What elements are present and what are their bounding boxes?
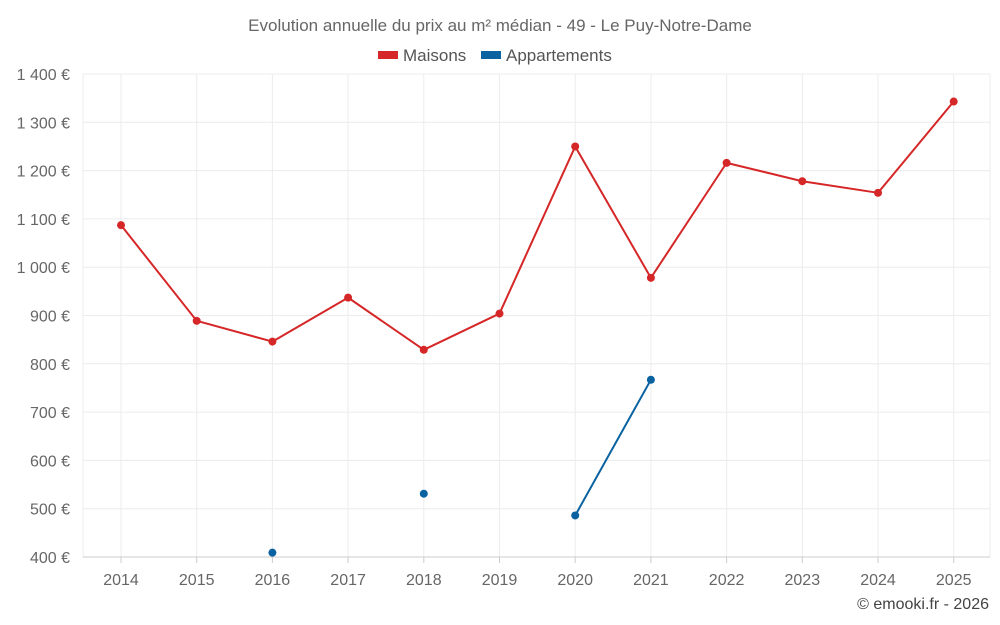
x-tick-label: 2021 bbox=[633, 572, 669, 589]
data-point[interactable] bbox=[419, 489, 428, 498]
series-segment bbox=[649, 161, 728, 279]
series-segment bbox=[725, 161, 804, 183]
y-axis-ticks: 400 € 500 € 600 € 700 € 800 € 900 € 1 000 € 1 1… bbox=[17, 67, 70, 567]
series bbox=[117, 97, 958, 557]
y-tick-label: 1 200 € bbox=[17, 164, 70, 181]
data-point[interactable] bbox=[646, 375, 655, 384]
y-tick-label: 1 400 € bbox=[17, 67, 70, 84]
x-tick-label: 2024 bbox=[860, 572, 896, 589]
y-tick-label: 1 300 € bbox=[17, 115, 70, 132]
series-segment bbox=[801, 180, 879, 194]
data-point[interactable] bbox=[192, 316, 201, 325]
x-axis-ticks: 2014 2015 2016 2017 2018 2019 2020 2021 2022 2023… bbox=[103, 557, 972, 589]
chart-title: Evolution annuelle du prix au m² médian … bbox=[248, 16, 752, 35]
series-appartements bbox=[268, 375, 655, 557]
y-tick-label: 800 € bbox=[30, 357, 70, 374]
x-tick-label: 2017 bbox=[330, 572, 366, 589]
x-tick-label: 2022 bbox=[709, 572, 745, 589]
data-point[interactable] bbox=[874, 188, 882, 197]
legend-label-maisons[interactable]: Maisons bbox=[403, 46, 466, 65]
legend-label-appartements[interactable]: Appartements bbox=[506, 46, 612, 65]
series-segment bbox=[347, 296, 425, 351]
data-point[interactable] bbox=[571, 511, 580, 520]
x-tick-label: 2019 bbox=[482, 572, 518, 589]
series-segment bbox=[120, 224, 198, 322]
x-tick-label: 2023 bbox=[785, 572, 821, 589]
series-segment bbox=[271, 296, 350, 343]
series-maisons bbox=[117, 97, 958, 354]
x-tick-label: 2015 bbox=[179, 572, 215, 589]
legend-swatch-maisons bbox=[378, 51, 398, 59]
data-point[interactable] bbox=[268, 548, 277, 557]
data-point[interactable] bbox=[646, 273, 655, 282]
grid bbox=[82, 73, 991, 557]
data-point[interactable] bbox=[722, 158, 731, 167]
y-tick-label: 500 € bbox=[30, 502, 70, 519]
credit-text: © emooki.fr - 2026 bbox=[857, 596, 989, 613]
series-segment bbox=[422, 312, 501, 351]
data-point[interactable] bbox=[419, 345, 428, 354]
legend-swatch-appartements bbox=[481, 51, 501, 59]
x-tick-label: 2020 bbox=[557, 572, 593, 589]
data-point[interactable] bbox=[571, 142, 580, 151]
data-point[interactable] bbox=[344, 293, 353, 302]
y-tick-label: 700 € bbox=[30, 405, 70, 422]
y-tick-label: 900 € bbox=[30, 309, 70, 326]
y-tick-label: 1 000 € bbox=[17, 260, 70, 277]
x-tick-label: 2018 bbox=[406, 572, 442, 589]
x-tick-label: 2025 bbox=[936, 572, 972, 589]
series-segment bbox=[574, 378, 652, 517]
series-segment bbox=[195, 319, 274, 343]
y-tick-label: 600 € bbox=[30, 453, 70, 470]
data-point[interactable] bbox=[949, 97, 958, 106]
data-point[interactable] bbox=[117, 221, 125, 230]
y-tick-label: 1 100 € bbox=[17, 212, 70, 229]
x-tick-label: 2014 bbox=[103, 572, 139, 589]
series-segment bbox=[877, 100, 955, 194]
series-segment bbox=[574, 145, 652, 279]
legend: Maisons Appartements bbox=[378, 46, 612, 65]
data-point[interactable] bbox=[268, 337, 277, 346]
data-point[interactable] bbox=[798, 177, 807, 186]
y-tick-label: 400 € bbox=[30, 550, 70, 567]
x-tick-label: 2016 bbox=[255, 572, 291, 589]
series-segment bbox=[498, 145, 577, 315]
data-point[interactable] bbox=[495, 309, 504, 318]
